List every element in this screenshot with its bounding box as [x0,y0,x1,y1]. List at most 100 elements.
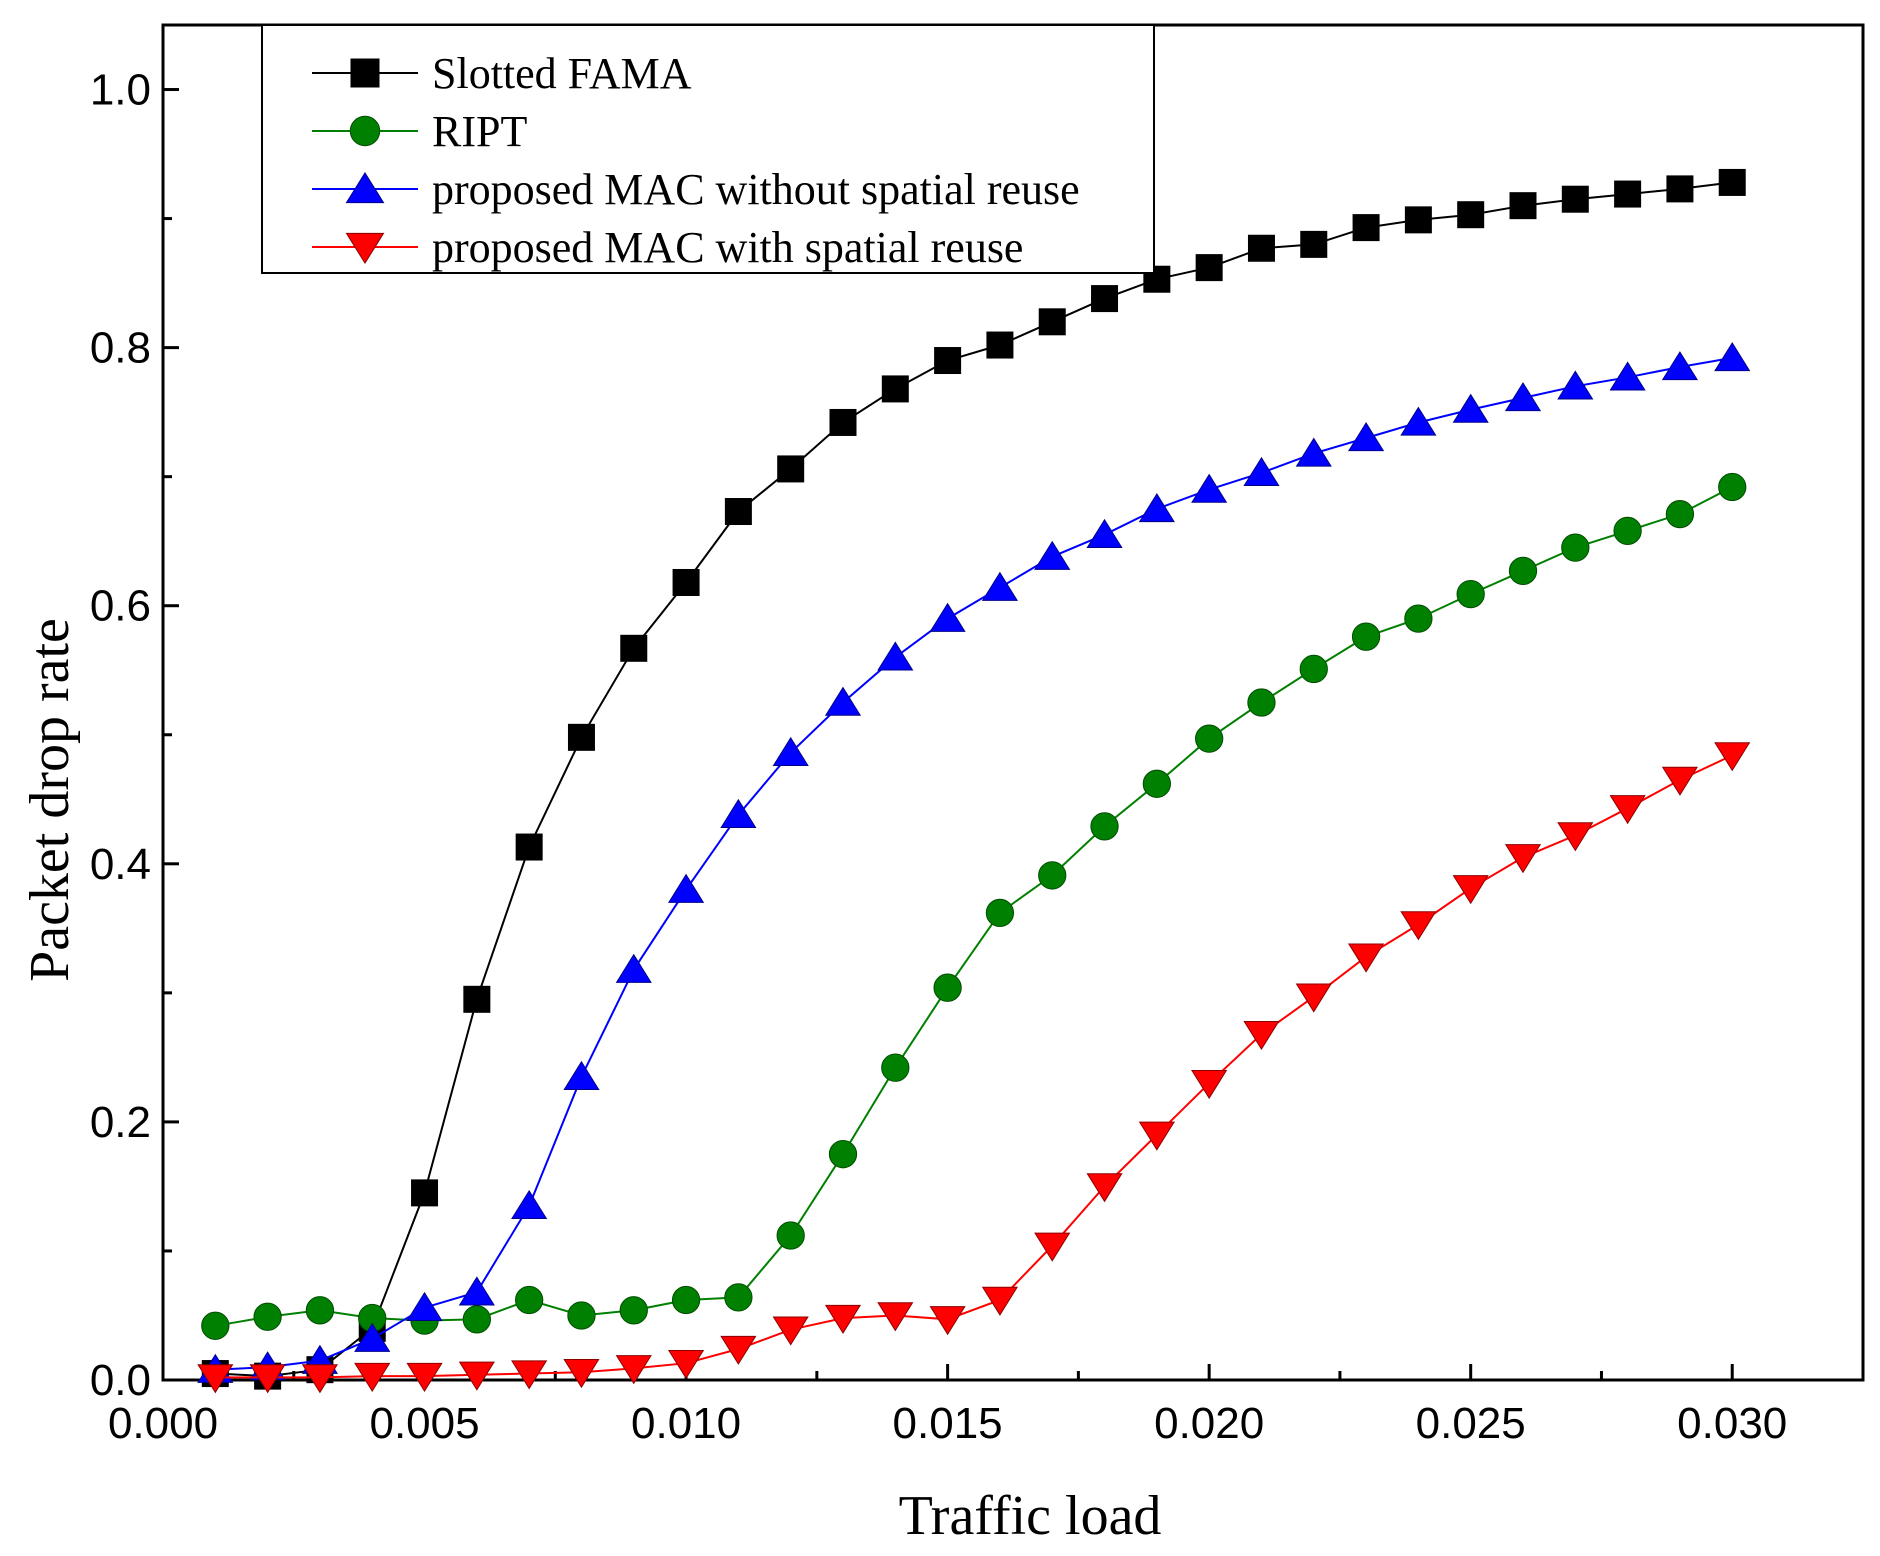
data-point [1034,1232,1071,1262]
data-point [724,1283,753,1312]
data-point [1038,861,1067,890]
data-point [615,1355,652,1385]
data-point [986,331,1014,359]
data-point [1195,254,1223,282]
data-point [828,1140,858,1169]
data-point [1295,983,1332,1013]
series-line [215,754,1733,1379]
data-point [1665,499,1695,529]
data-point [301,1364,339,1394]
data-point [1718,168,1746,196]
y-tick-label: 1.0 [90,66,151,115]
y-tick-label: 0.0 [90,1356,151,1405]
data-point [619,1296,648,1325]
data-point [1086,1173,1123,1203]
series-line [215,486,1733,1327]
data-point [354,1322,391,1352]
data-point [1247,688,1276,717]
legend-item: RIPT [312,107,527,156]
y-axis-title: Packet drop rate [19,618,81,982]
legend-label: proposed MAC without spatial reuse [432,165,1080,214]
data-point [1561,533,1590,562]
data-point [672,568,700,596]
legend-marker [345,171,385,204]
data-point [1661,351,1699,381]
data-point [1613,516,1642,546]
data-point [458,1276,495,1306]
legend-item: proposed MAC with spatial reuse [312,223,1023,272]
legend-marker [350,58,380,88]
data-point [772,1316,809,1346]
data-point [1191,1069,1228,1100]
data-point [724,498,752,526]
data-point [772,736,809,767]
data-point [667,873,705,903]
x-axis: 0.000 0.005 0.010 0.015 0.020 0.025 0.030 [108,1364,1865,1448]
data-point [1509,192,1537,220]
data-point [1142,769,1171,798]
data-point [1666,175,1694,203]
x-tick-label: 0.010 [631,1399,741,1448]
series-line [215,356,1733,1371]
legend-label: Slotted FAMA [432,49,692,98]
data-point [1091,285,1119,313]
x-tick-label: 0.020 [1154,1399,1264,1448]
data-point [1661,766,1699,796]
data-point [411,1179,439,1207]
data-point [1561,185,1589,213]
data-point [720,798,757,828]
data-point [1400,406,1437,436]
data-point [1404,206,1432,234]
data-point [1295,437,1332,467]
series-2 [201,472,1747,1340]
data-point [567,723,595,751]
data-point [881,375,909,403]
data-point [1090,812,1119,841]
legend-item: proposed MAC without spatial reuse [312,165,1080,214]
data-point [1614,180,1642,208]
legend-label: proposed MAC with spatial reuse [432,223,1023,272]
data-point [777,455,805,483]
data-point [511,1360,548,1390]
y-tick-label: 0.2 [90,1098,151,1147]
data-point [1456,579,1485,609]
data-point [1138,1121,1175,1151]
data-point [563,1359,600,1389]
data-point [1195,724,1224,753]
data-point [1247,234,1275,262]
data-point [1347,422,1385,452]
legend-marker [345,232,385,265]
data-point [720,1335,757,1365]
data-point [1243,456,1280,487]
data-point [354,1362,391,1393]
legend-label: RIPT [432,107,527,156]
data-point [671,1285,701,1315]
series-line [215,181,1733,1378]
data-point [929,1306,966,1336]
x-axis-title: Traffic load [899,1485,1162,1547]
data-point [1557,822,1594,852]
data-point [1714,342,1751,372]
y-tick-label: 0.6 [90,582,151,631]
data-point [981,571,1019,601]
data-point [985,898,1015,927]
data-point [877,641,914,671]
data-point [1400,911,1437,941]
data-point [776,1221,805,1250]
data-point [881,1053,910,1082]
data-point [877,1302,914,1332]
data-point [1404,604,1433,633]
series-1 [201,168,1746,1390]
data-point [511,1189,548,1219]
x-tick-label: 0.000 [108,1399,218,1448]
legend-item: Slotted FAMA [312,49,692,98]
data-point [1609,795,1646,825]
data-point [249,1364,286,1394]
data-point [1034,540,1071,570]
data-point [1508,556,1538,586]
data-point [406,1291,443,1321]
data-point [620,634,648,662]
data-point [824,686,862,716]
data-point [1300,230,1328,258]
